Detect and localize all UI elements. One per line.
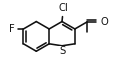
Text: S: S [59,46,65,56]
Text: Cl: Cl [58,3,68,13]
Text: O: O [100,17,108,27]
Text: F: F [9,24,15,34]
